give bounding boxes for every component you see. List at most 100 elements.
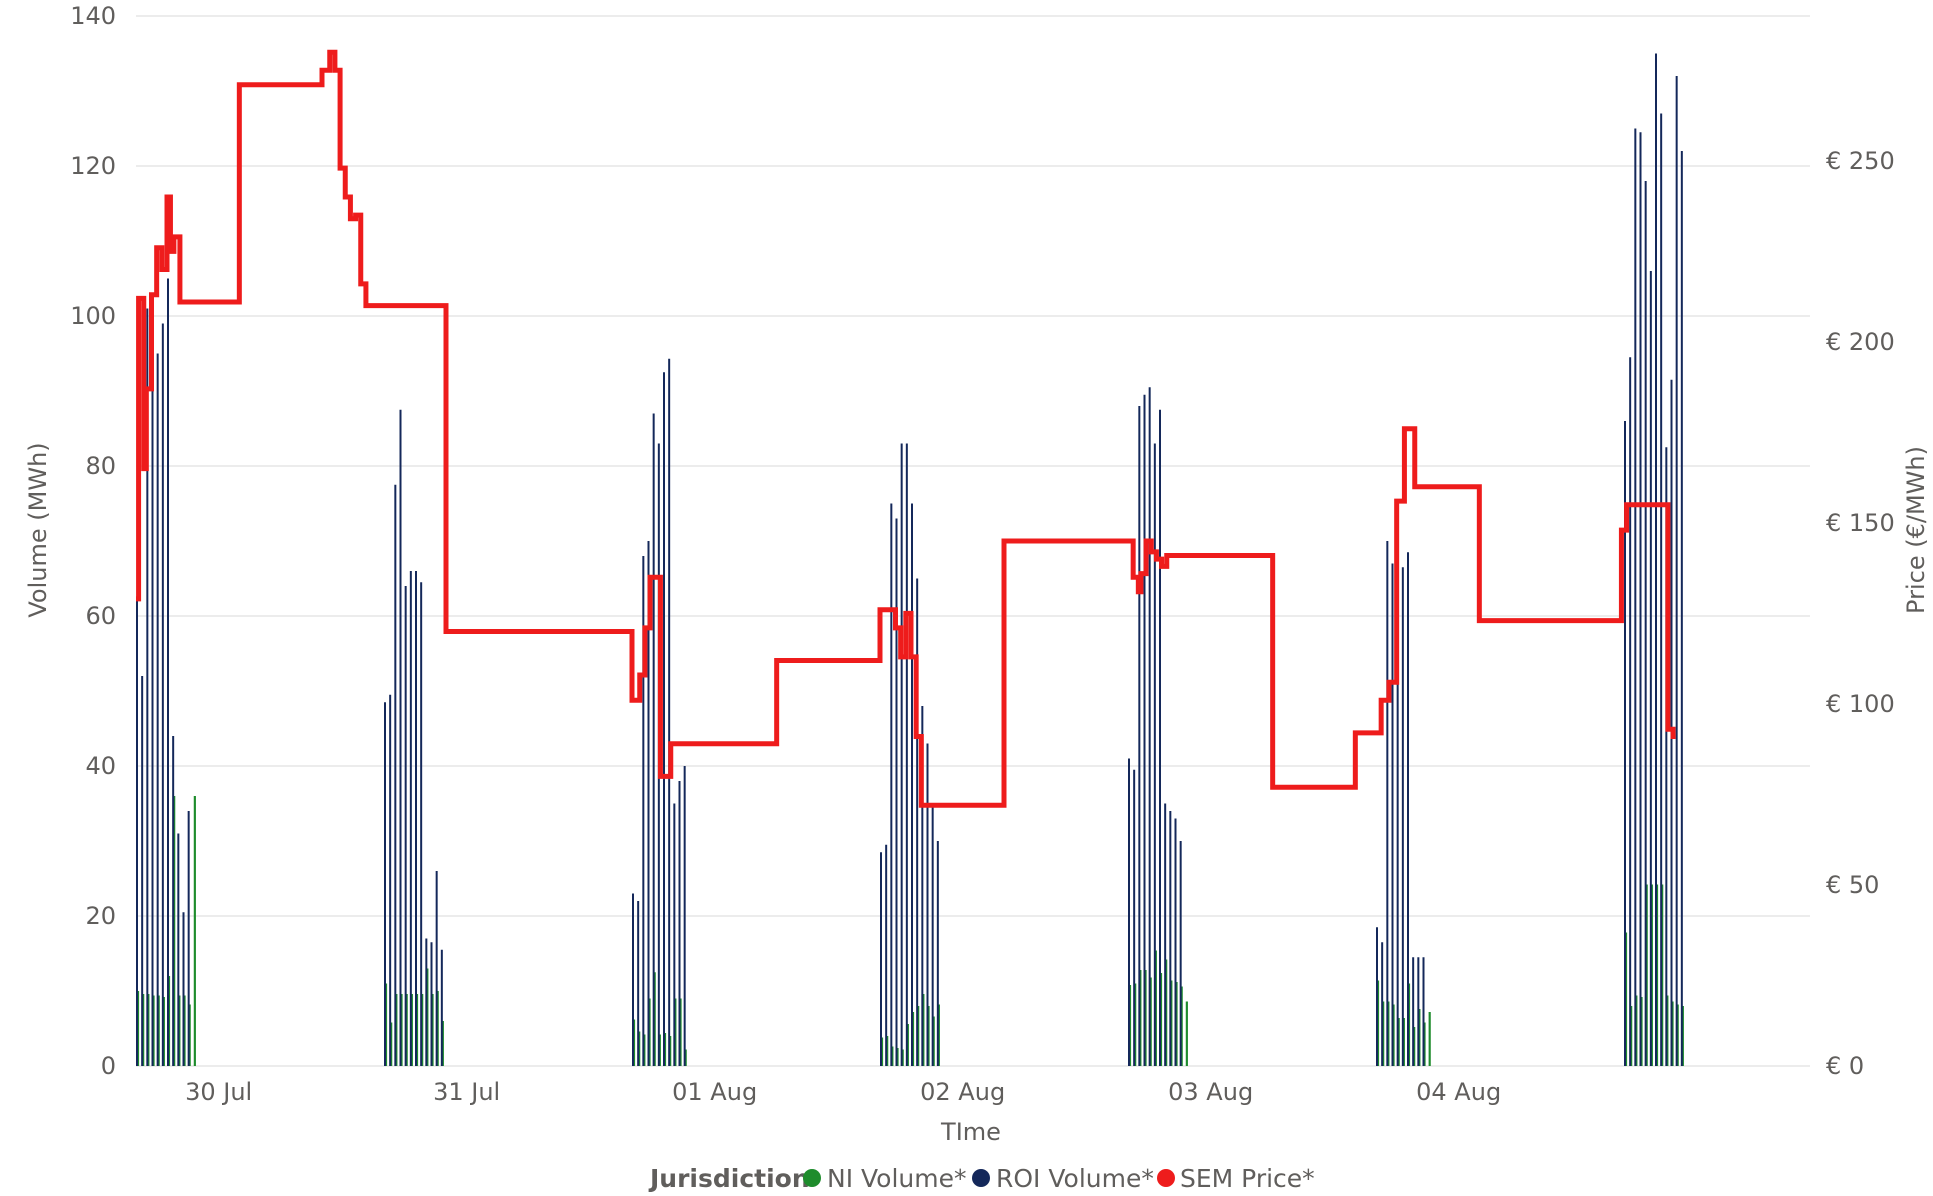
right-tick-label: € 150 [1826,509,1895,537]
ni-volume-bar [1624,932,1628,1066]
ni-volume-bar [1423,1022,1426,1066]
ni-volume-bar [932,1016,935,1066]
roi-volume-bars [136,53,1683,1066]
roi-volume-bar [668,358,671,1066]
ni-volume-bar [167,976,171,1066]
roi-volume-bar [1133,769,1136,1066]
roi-volume-bar [652,413,655,1066]
left-axis-ticks: 0 20 40 60 80 100 120 140 [70,2,116,1080]
roi-volume-bar [916,578,919,1066]
roi-volume-bar [399,409,402,1066]
ni-volume-bar [400,994,403,1066]
ni-volume-bar [674,998,677,1066]
ni-volume-bar [1635,995,1638,1066]
ni-volume-bar [1407,983,1411,1066]
roi-volume-bar [895,518,898,1066]
ni-volume-bar [162,997,165,1066]
roi-volume-bar [146,308,149,1066]
ni-volume-bar [426,968,429,1066]
ni-volume-bar [886,1036,889,1066]
roi-volume-bar [1644,181,1647,1066]
roi-volume-bar [1629,357,1632,1066]
right-axis-ticks: € 0 € 50 € 100 € 150 € 200 € 250 [1826,147,1895,1080]
ni-volume-bar [917,1006,920,1066]
roi-volume-bar [1159,409,1161,1066]
roi-volume-bar [136,601,138,1066]
x-tick-label: 04 Aug [1416,1078,1501,1106]
right-tick-label: € 0 [1826,1052,1864,1080]
roi-volume-bar [885,844,888,1066]
ni-volume-bar [1180,986,1183,1066]
ni-volume-bar [147,994,150,1066]
ni-volume-bar [152,995,155,1066]
roi-volume-bar [936,841,939,1066]
ni-volume-bar [1376,980,1380,1066]
roi-volume-bar [1407,552,1409,1066]
ni-volume-bar [922,994,925,1066]
legend-sem-price-label[interactable]: SEM Price* [1180,1164,1315,1193]
ni-volume-bar [880,1037,884,1066]
roi-volume-bar [430,942,433,1066]
roi-volume-bar [1680,151,1683,1066]
ni-volume-bar [1154,950,1157,1066]
left-tick-label: 140 [70,2,116,30]
ni-volume-bar [653,972,656,1066]
roi-volume-bar [1164,803,1167,1066]
roi-volume-bar [440,949,443,1066]
roi-volume-bar [1391,563,1394,1066]
ni-volume-bar [436,991,439,1066]
roi-volume-bar [172,736,175,1066]
roi-volume-bar [1624,421,1626,1066]
roi-volume-bar [187,811,190,1066]
roi-volume-bar [1143,394,1146,1066]
ni-volume-bar [1387,1001,1390,1066]
roi-volume-bar [1396,529,1399,1066]
ni-volume-bar [1134,983,1137,1066]
ni-volume-bar [1428,1012,1431,1066]
legend-roi-volume-label[interactable]: ROI Volume* [996,1164,1154,1193]
left-tick-label: 60 [85,602,116,630]
roi-volume-bar [394,484,397,1066]
ni-volume-bar [1397,1018,1400,1066]
roi-volume-bar [167,278,169,1066]
roi-volume-bar [678,781,681,1066]
x-tick-label: 01 Aug [672,1078,757,1106]
right-tick-label: € 200 [1826,328,1895,356]
ni-volume-bar [1671,1001,1674,1066]
roi-volume-bar [1670,379,1673,1066]
ni-volume-bar [142,994,145,1066]
roi-volume-bar [1422,957,1425,1066]
roi-volume-bar [1179,841,1182,1066]
ni-volume-bar [1413,1027,1416,1066]
x-axis-title: TIme [940,1118,1001,1146]
ni-volume-bar [1661,884,1664,1066]
ni-volume-bar [1128,985,1132,1066]
ni-volume-bar [1144,970,1147,1066]
roi-volume-bar [1148,387,1151,1066]
ni-volume-bar [632,1019,636,1066]
roi-volume-bar [1174,818,1177,1066]
roi-volume-bar [1665,447,1668,1066]
ni-volume-bar [658,1034,661,1066]
roi-volume-bar [663,372,665,1066]
roi-volume-bar [156,353,159,1066]
ni-volume-bar [937,1004,940,1066]
ni-volume-bar [906,1024,909,1066]
ni-volume-bar [183,995,186,1066]
ni-volume-bar [1402,1018,1405,1066]
roi-volume-bar [1660,113,1663,1066]
legend[interactable]: Jurisdiction NI Volume* ROI Volume* SEM … [648,1164,1315,1193]
roi-volume-bar [435,871,438,1066]
ni-volume-bars [136,796,1684,1066]
ni-volume-bar [390,1022,393,1066]
ni-volume-bar [927,1006,930,1066]
y-left-axis-title: Volume (MWh) [24,442,52,617]
ni-volume-bar [1650,884,1653,1066]
roi-volume-bar [926,743,929,1066]
ni-volume-bar [136,991,140,1066]
ni-volume-bar [193,796,196,1066]
roi-volume-bar [389,694,392,1066]
legend-ni-volume-label[interactable]: NI Volume* [827,1164,967,1193]
right-tick-label: € 50 [1826,871,1879,899]
roi-volume-bar [1401,567,1404,1066]
